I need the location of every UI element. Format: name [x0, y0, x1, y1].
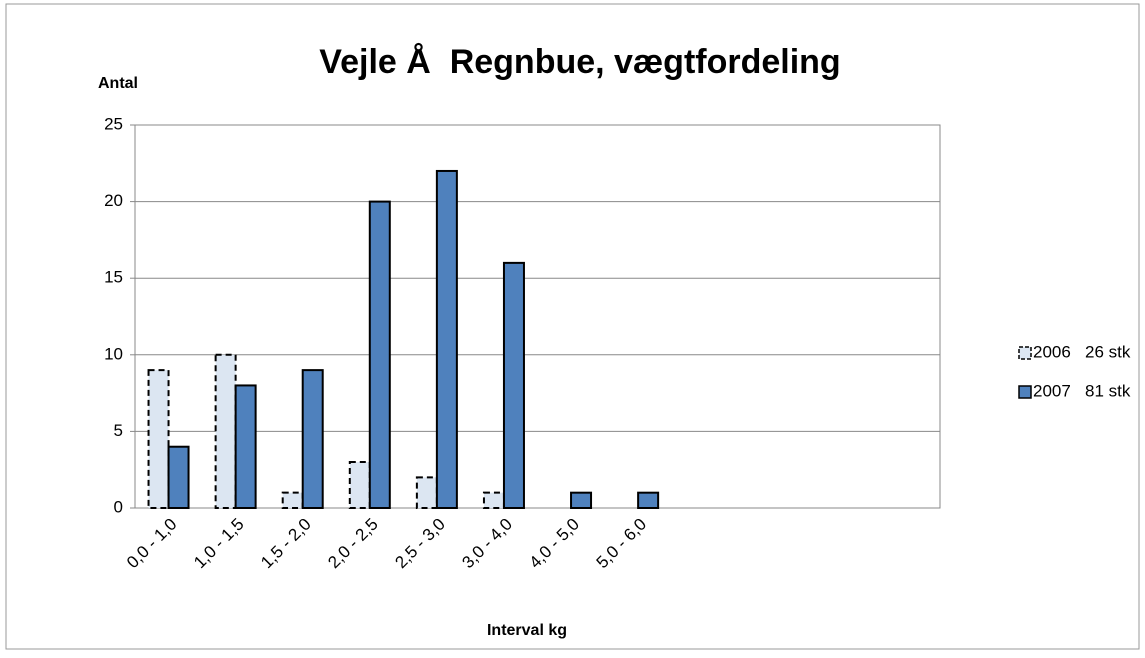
bar	[234, 384, 257, 509]
y-tick-label: 10	[104, 344, 123, 363]
bar	[147, 369, 170, 509]
bar	[637, 491, 660, 509]
bar	[281, 491, 304, 509]
legend-swatch	[1018, 346, 1032, 360]
bar	[167, 445, 190, 509]
bar	[415, 476, 438, 509]
y-axis-label: Antal	[98, 75, 138, 92]
y-tick-label: 15	[104, 268, 123, 287]
legend-swatch	[1018, 385, 1032, 399]
x-axis-label: Interval kg	[487, 622, 567, 639]
y-tick-label: 20	[104, 191, 123, 210]
bar	[482, 491, 505, 509]
y-tick-label: 0	[114, 497, 123, 516]
chart-title: Vejle Å Regnbue, vægtfordeling	[319, 43, 840, 81]
y-tick-label: 25	[104, 114, 123, 133]
bar	[214, 353, 237, 509]
legend-label: 2006 26 stk	[1033, 342, 1131, 361]
y-tick-label: 5	[114, 421, 123, 440]
bar	[348, 461, 371, 510]
chart-border	[5, 3, 1140, 650]
bar	[301, 369, 324, 509]
bar	[368, 200, 391, 509]
bar	[570, 491, 593, 509]
legend-label: 2007 81 stk	[1033, 381, 1131, 400]
bar	[435, 169, 458, 510]
bar	[502, 261, 525, 509]
